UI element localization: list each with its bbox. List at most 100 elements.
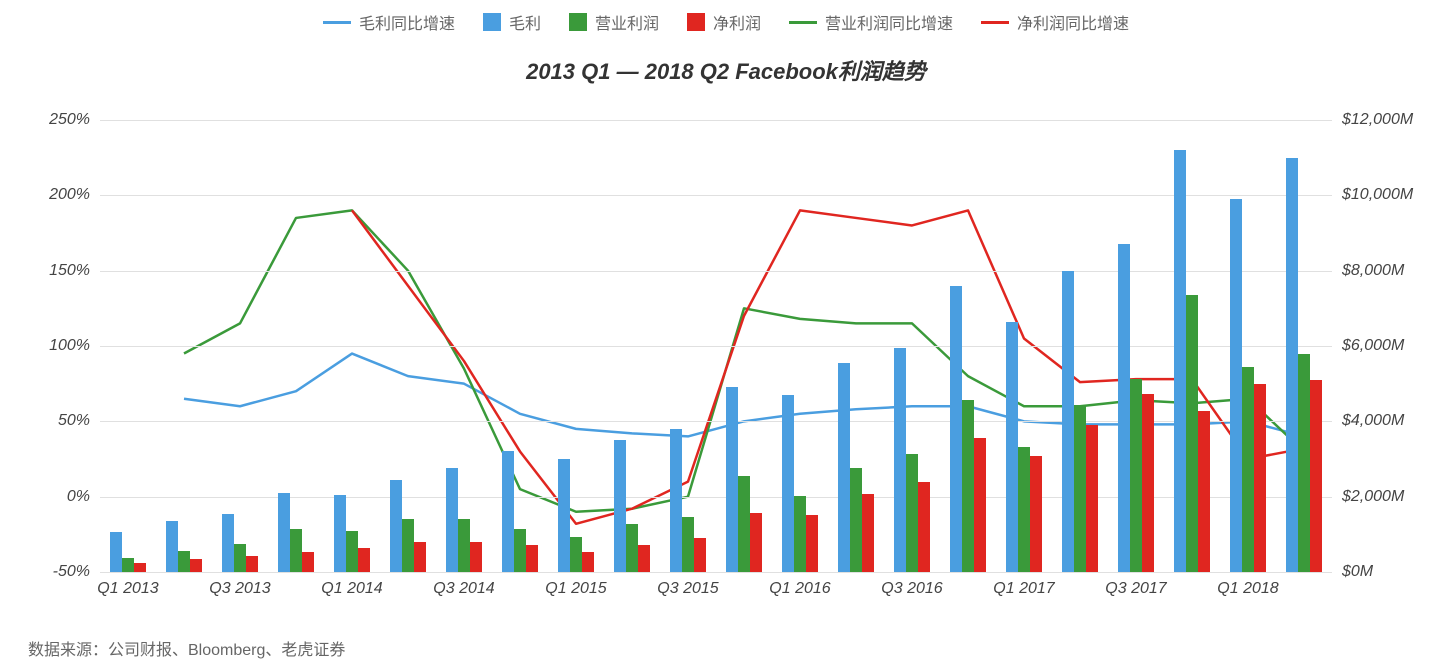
gridline	[100, 120, 1332, 121]
legend-gross-rate: 毛利同比增速	[323, 10, 455, 34]
bar-op	[178, 551, 190, 572]
bar-gross	[390, 480, 402, 572]
bar-op	[962, 400, 974, 572]
legend: 毛利同比增速 毛利 营业利润 净利润 营业利润同比增速 净利润同比增速	[0, 0, 1452, 34]
legend-label: 净利润	[713, 10, 761, 34]
y-right-tick: $0M	[1342, 563, 1432, 581]
bar-op	[122, 558, 134, 572]
bar-net	[1030, 456, 1042, 572]
bar-gross	[1118, 244, 1130, 572]
bar-net	[302, 552, 314, 572]
y-left-tick: 200%	[20, 186, 90, 204]
legend-net: 净利润	[687, 10, 761, 34]
legend-gross: 毛利	[483, 10, 541, 34]
legend-label: 营业利润	[595, 10, 659, 34]
bar-op	[794, 496, 806, 572]
bar-net	[918, 482, 930, 572]
x-tick: Q3 2013	[209, 580, 270, 598]
bar-op	[1186, 295, 1198, 572]
bar-gross	[334, 495, 346, 572]
bar-net	[470, 542, 482, 573]
gridline	[100, 346, 1332, 347]
bar-gross	[838, 363, 850, 572]
bar-op	[458, 519, 470, 572]
x-tick: Q1 2018	[1217, 580, 1278, 598]
bar-net	[134, 563, 146, 572]
gridline	[100, 572, 1332, 573]
x-tick: Q1 2013	[97, 580, 158, 598]
legend-label: 毛利同比增速	[359, 10, 455, 34]
bar-gross	[782, 395, 794, 572]
source-label: 数据来源：公司财报、Bloomberg、老虎证券	[28, 636, 345, 660]
bar-net	[1198, 411, 1210, 572]
bar-gross	[446, 468, 458, 572]
x-tick: Q3 2015	[657, 580, 718, 598]
x-tick: Q3 2017	[1105, 580, 1166, 598]
bar-gross	[670, 429, 682, 572]
bar-gross	[950, 286, 962, 572]
bar-net	[750, 513, 762, 572]
y-left-tick: 250%	[20, 111, 90, 129]
bar-net	[638, 545, 650, 572]
line-key-icon	[981, 21, 1009, 24]
legend-op-rate: 营业利润同比增速	[789, 10, 953, 34]
bar-op	[1018, 447, 1030, 572]
x-tick: Q3 2016	[881, 580, 942, 598]
bar-gross	[894, 348, 906, 572]
bar-net	[246, 556, 258, 572]
y-left-tick: 50%	[20, 412, 90, 430]
legend-op: 营业利润	[569, 10, 659, 34]
y-right-tick: $10,000M	[1342, 186, 1432, 204]
y-right-tick: $8,000M	[1342, 262, 1432, 280]
line-key-icon	[323, 21, 351, 24]
bar-op	[402, 519, 414, 572]
bar-op	[682, 517, 694, 572]
bar-gross	[614, 440, 626, 572]
x-tick: Q1 2017	[993, 580, 1054, 598]
y-left-tick: 0%	[20, 488, 90, 506]
bar-gross	[222, 514, 234, 572]
bar-gross	[110, 532, 122, 572]
y-left-tick: 150%	[20, 262, 90, 280]
bar-net	[806, 515, 818, 572]
x-tick: Q1 2014	[321, 580, 382, 598]
bar-op	[1074, 406, 1086, 572]
bar-net	[1086, 425, 1098, 572]
bar-gross	[726, 387, 738, 572]
plot-area: -50%0%50%100%150%200%250%$0M$2,000M$4,00…	[100, 120, 1332, 572]
bar-op	[906, 454, 918, 572]
y-right-tick: $12,000M	[1342, 111, 1432, 129]
bar-gross	[278, 493, 290, 572]
bar-gross	[1174, 150, 1186, 572]
bar-gross	[1286, 158, 1298, 572]
bar-gross	[502, 451, 514, 572]
bar-op	[346, 531, 358, 572]
y-right-tick: $6,000M	[1342, 337, 1432, 355]
box-key-icon	[687, 13, 705, 31]
bar-gross	[558, 459, 570, 572]
bar-op	[290, 529, 302, 572]
bar-op	[234, 544, 246, 572]
gridline	[100, 271, 1332, 272]
legend-label: 净利润同比增速	[1017, 10, 1129, 34]
legend-label: 营业利润同比增速	[825, 10, 953, 34]
bar-op	[1298, 354, 1310, 572]
bar-net	[190, 559, 202, 572]
bar-gross	[1230, 199, 1242, 572]
x-tick: Q3 2014	[433, 580, 494, 598]
line-key-icon	[789, 21, 817, 24]
y-left-tick: 100%	[20, 337, 90, 355]
bar-net	[1254, 384, 1266, 572]
bar-op	[626, 524, 638, 572]
chart-area: -50%0%50%100%150%200%250%$0M$2,000M$4,00…	[20, 100, 1432, 612]
bar-net	[582, 552, 594, 572]
bar-net	[862, 494, 874, 572]
x-tick: Q1 2015	[545, 580, 606, 598]
bar-op	[570, 537, 582, 572]
bar-gross	[1062, 271, 1074, 572]
line-net_rate	[352, 210, 1304, 523]
gridline	[100, 195, 1332, 196]
bar-net	[974, 438, 986, 572]
y-left-tick: -50%	[20, 563, 90, 581]
bar-net	[358, 548, 370, 572]
